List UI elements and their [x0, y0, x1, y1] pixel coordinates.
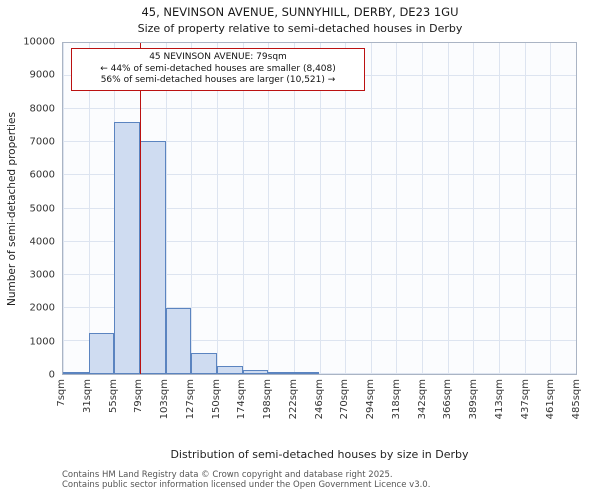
x-axis-ticks: 7sqm 31sqm 55sqm 79sqm 103sqm 127sqm 150sqm 174… — [56, 377, 582, 443]
histogram-bar — [242, 370, 269, 374]
gridline-vertical — [370, 43, 372, 374]
plot-area: 45 NEVINSON AVENUE: 79sqm ← 44% of semi-… — [62, 42, 577, 375]
histogram-bar — [216, 365, 243, 374]
chart-title: 45, NEVINSON AVENUE, SUNNYHILL, DERBY, D… — [141, 5, 459, 19]
gridline-horizontal — [63, 108, 576, 110]
gridline-vertical — [499, 43, 501, 374]
gridline-vertical — [447, 43, 449, 374]
y-tick-label: 7000 — [29, 136, 55, 148]
y-axis-ticks: 0 1000 2000 3000 4000 5000 6000 7000 8000 9000 100… — [0, 37, 58, 381]
gridline-horizontal — [63, 306, 576, 308]
x-tick-label: 55sqm — [107, 379, 119, 414]
annotation-title: 45 NEVINSON AVENUE: 79sqm — [149, 52, 287, 62]
histogram-bar — [268, 371, 294, 374]
gridline-vertical — [191, 43, 193, 374]
attribution: Contains HM Land Registry data © Crown c… — [62, 470, 430, 490]
gridline-vertical — [422, 43, 424, 374]
histogram-bar — [165, 307, 192, 374]
subject-property-marker-line — [139, 43, 141, 374]
gridline-vertical — [396, 43, 398, 374]
gridline-vertical — [550, 43, 552, 374]
gridline-horizontal — [63, 174, 576, 176]
attribution-line1: Contains HM Land Registry data © Crown c… — [62, 470, 393, 480]
annotation-larger-stat: 56% of semi-detached houses are larger (… — [100, 75, 336, 86]
y-tick-label: 0 — [48, 369, 55, 381]
gridline-vertical — [242, 43, 244, 374]
attribution-line2: Contains public sector information licen… — [62, 480, 431, 490]
x-tick-label: 79sqm — [133, 379, 145, 414]
x-tick-label: 246sqm — [313, 379, 325, 420]
x-tick-label: 366sqm — [442, 379, 454, 420]
x-tick-label: 150sqm — [210, 379, 222, 420]
gridline-vertical — [319, 43, 321, 374]
gridline-horizontal — [63, 273, 576, 275]
annotation-box: 45 NEVINSON AVENUE: 79sqm ← 44% of semi-… — [71, 48, 365, 91]
x-tick-label: 413sqm — [493, 379, 505, 420]
x-tick-label: 389sqm — [468, 379, 479, 420]
x-tick-label: 174sqm — [236, 379, 248, 420]
x-tick-label: 31sqm — [81, 379, 93, 414]
gridline-vertical — [63, 43, 64, 374]
histogram-bar — [191, 353, 217, 374]
y-tick-label: 1000 — [29, 336, 55, 348]
gridline-vertical — [576, 43, 577, 374]
gridline-vertical — [216, 43, 218, 374]
annotation-smaller-stat: ← 44% of semi-detached houses are smalle… — [100, 63, 336, 74]
y-tick-label: 5000 — [29, 203, 55, 214]
x-tick-label: 103sqm — [159, 379, 170, 420]
x-tick-label: 485sqm — [571, 379, 582, 420]
y-tick-label: 4000 — [29, 236, 55, 248]
gridline-vertical — [524, 43, 526, 374]
x-tick-label: 318sqm — [390, 379, 402, 420]
x-tick-label: 461sqm — [545, 379, 557, 420]
y-tick-label: 2000 — [29, 302, 55, 314]
histogram-bar — [139, 140, 166, 374]
x-tick-label: 342sqm — [416, 379, 428, 420]
x-axis-label: Distribution of semi-detached houses by … — [170, 448, 469, 461]
chart-subtitle: Size of property relative to semi-detach… — [137, 22, 463, 35]
y-tick-label: 6000 — [29, 169, 55, 181]
x-tick-label: 127sqm — [184, 379, 196, 420]
y-tick-label: 9000 — [29, 69, 55, 81]
gridline-horizontal — [63, 339, 576, 341]
gridline-vertical — [88, 43, 90, 374]
gridline-vertical — [293, 43, 295, 374]
y-tick-label: 3000 — [29, 269, 55, 281]
x-tick-label: 294sqm — [365, 379, 376, 420]
x-tick-label: 7sqm — [56, 379, 67, 407]
histogram-bar — [88, 332, 115, 374]
gridline-horizontal — [63, 240, 576, 242]
y-tick-label: 8000 — [29, 103, 55, 115]
gridline-vertical — [165, 43, 167, 374]
gridline-horizontal — [63, 141, 576, 143]
y-tick-label: 10000 — [23, 36, 55, 48]
gridline-vertical — [473, 43, 475, 374]
histogram-bar — [63, 372, 89, 374]
gridline-vertical — [345, 43, 347, 374]
x-tick-label: 437sqm — [519, 379, 531, 420]
x-tick-label: 270sqm — [339, 379, 351, 420]
x-tick-label: 198sqm — [262, 379, 273, 420]
gridline-vertical — [268, 43, 270, 374]
x-tick-label: 222sqm — [287, 379, 299, 420]
histogram-bar — [293, 372, 320, 374]
gridline-horizontal — [63, 373, 576, 374]
gridline-horizontal — [63, 207, 576, 209]
histogram-bar — [114, 121, 140, 374]
